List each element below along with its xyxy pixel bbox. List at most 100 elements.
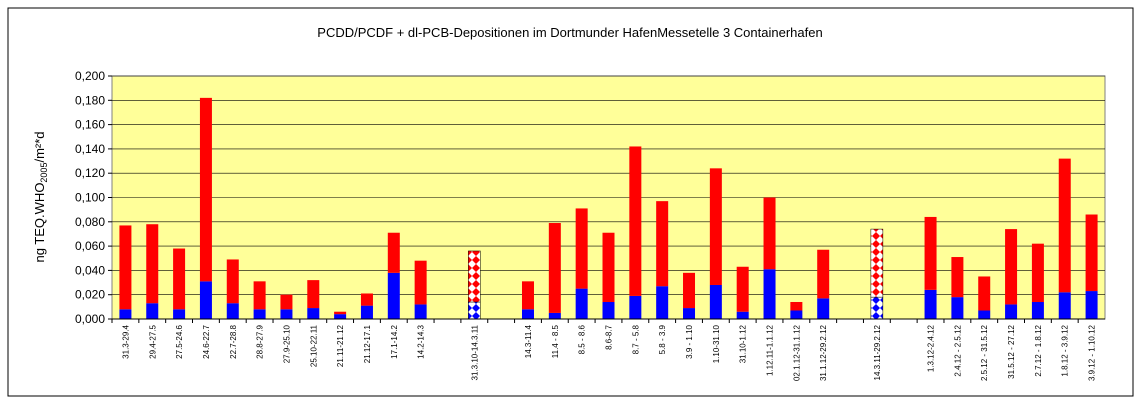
- x-tick-label: 31.1.12-29.2.12: [819, 324, 828, 381]
- y-tick-label: 0,200: [75, 69, 105, 83]
- bar-segment: [790, 301, 803, 311]
- x-tick-label: 31.3-29.4: [121, 324, 130, 358]
- bar-segment: [468, 250, 481, 303]
- x-tick-label: 3.9 - 1.10: [685, 324, 694, 358]
- bar-segment: [870, 296, 884, 320]
- bar-segment: [119, 309, 132, 319]
- x-tick-label: 8.6-8.7: [605, 324, 614, 349]
- bar-segment: [468, 301, 481, 320]
- y-tick-label: 0,040: [75, 263, 105, 277]
- bar-segment: [870, 228, 884, 298]
- bar-segment: [978, 310, 991, 319]
- bar-segment: [414, 304, 427, 319]
- bar-segment: [414, 260, 427, 305]
- bar-segment: [280, 294, 293, 310]
- bar-segment: [575, 288, 588, 319]
- bar-segment: [656, 201, 669, 287]
- bar-segment: [736, 311, 749, 319]
- y-tick-label: 0,000: [75, 312, 105, 326]
- y-label-sub: 2005: [39, 163, 49, 183]
- bar-segment: [226, 303, 239, 319]
- x-tick-label: 8.7 - 5.8: [631, 324, 640, 354]
- x-tick-label: 5.8 - 3.9: [658, 324, 667, 354]
- bar-segment: [924, 289, 937, 319]
- bar-segment: [146, 224, 159, 304]
- bar-segment: [763, 197, 776, 270]
- x-tick-label: 1.12.11-1.1.12: [766, 324, 775, 376]
- bar-segment: [199, 97, 212, 282]
- x-tick-label: 24.6-22.7: [202, 324, 211, 358]
- bar-segment: [521, 281, 534, 310]
- x-tick-label: 1.8.12 - 3.9.12: [1061, 324, 1070, 376]
- x-tick-label: 14.3.11-29.2.12: [873, 324, 882, 380]
- bar-segment: [817, 298, 830, 319]
- bar-segment: [924, 216, 937, 290]
- x-tick-label: 14.3-11.4: [524, 324, 533, 358]
- bar-segment: [199, 281, 212, 319]
- bar-segment: [253, 309, 266, 319]
- bar-segment: [226, 259, 239, 304]
- x-tick-label: 02.1.12-31.1.12: [792, 324, 801, 381]
- bar-segment: [307, 280, 320, 309]
- x-tick-label: 11.4 - 8.5: [551, 324, 560, 358]
- bar-segment: [360, 293, 373, 306]
- x-tick-label: 2.5.12 - 31.5.12: [980, 324, 989, 381]
- x-tick-label: 1.3.12-2.4.12: [927, 324, 936, 372]
- bar-segment: [360, 305, 373, 319]
- bar-segment: [683, 308, 696, 319]
- bar-segment: [1085, 291, 1098, 319]
- bar-segment: [173, 248, 186, 310]
- y-tick-label: 0,160: [75, 118, 105, 132]
- bar-segment: [334, 311, 347, 315]
- bar-segment: [1031, 301, 1044, 319]
- x-tick-label: 22.7-28.8: [229, 324, 238, 358]
- bar-segment: [817, 249, 830, 299]
- bar-segment: [629, 146, 642, 296]
- bar-segment: [790, 310, 803, 319]
- bar-segment: [683, 272, 696, 309]
- bar-segment: [387, 272, 400, 319]
- bar-segment: [307, 308, 320, 319]
- x-tick-label: 2.4.12 - 2.5.12: [953, 324, 962, 376]
- y-tick-label: 0,060: [75, 239, 105, 253]
- x-tick-label: 31.5.12 - 27.12: [1007, 324, 1016, 378]
- x-tick-label: 14.2-14.3: [417, 324, 426, 358]
- bar-segment: [978, 276, 991, 311]
- bar-segment: [575, 208, 588, 289]
- bar-segment: [656, 286, 669, 319]
- y-tick-label: 0,020: [75, 288, 105, 302]
- bar-segment: [602, 301, 615, 319]
- bar-segment: [253, 281, 266, 310]
- x-tick-label: 1.10-31.10: [712, 324, 721, 363]
- bar-segment: [548, 312, 561, 319]
- bar-segment: [146, 303, 159, 319]
- y-label-end: /m²*d: [32, 131, 47, 162]
- x-tick-label: 31.10-1.12: [739, 324, 748, 363]
- x-tick-label: 21.11-21.12: [336, 324, 345, 367]
- bar-segment: [951, 297, 964, 319]
- bar-segment: [951, 257, 964, 298]
- bar-segment: [387, 232, 400, 273]
- x-tick-label: 27.9-25.10: [282, 324, 291, 363]
- bar-segment: [629, 295, 642, 319]
- bar-segment: [1058, 158, 1071, 293]
- bar-segment: [119, 225, 132, 310]
- y-tick-label: 0,140: [75, 142, 105, 156]
- y-axis-label: ng TEQ.WHO2005/m²*d: [32, 131, 49, 262]
- bar-segment: [548, 223, 561, 313]
- x-tick-label: 2.7.12 - 1.8.12: [1034, 324, 1043, 376]
- y-label-main: ng TEQ.WHO: [32, 183, 47, 263]
- bar-segment: [1058, 292, 1071, 319]
- bar-segment: [1031, 243, 1044, 302]
- y-tick-label: 0,080: [75, 215, 105, 229]
- bar-segment: [280, 309, 293, 319]
- y-tick-label: 0,120: [75, 166, 105, 180]
- bar-segment: [1085, 214, 1098, 292]
- bar-segment: [709, 168, 722, 285]
- y-tick-label: 0,180: [75, 93, 105, 107]
- x-tick-label: 28.8-27.9: [256, 324, 265, 358]
- x-tick-label: 21.12-17.1: [363, 324, 372, 363]
- x-tick-label: 17.1-14.2: [390, 324, 399, 358]
- bar-segment: [709, 284, 722, 319]
